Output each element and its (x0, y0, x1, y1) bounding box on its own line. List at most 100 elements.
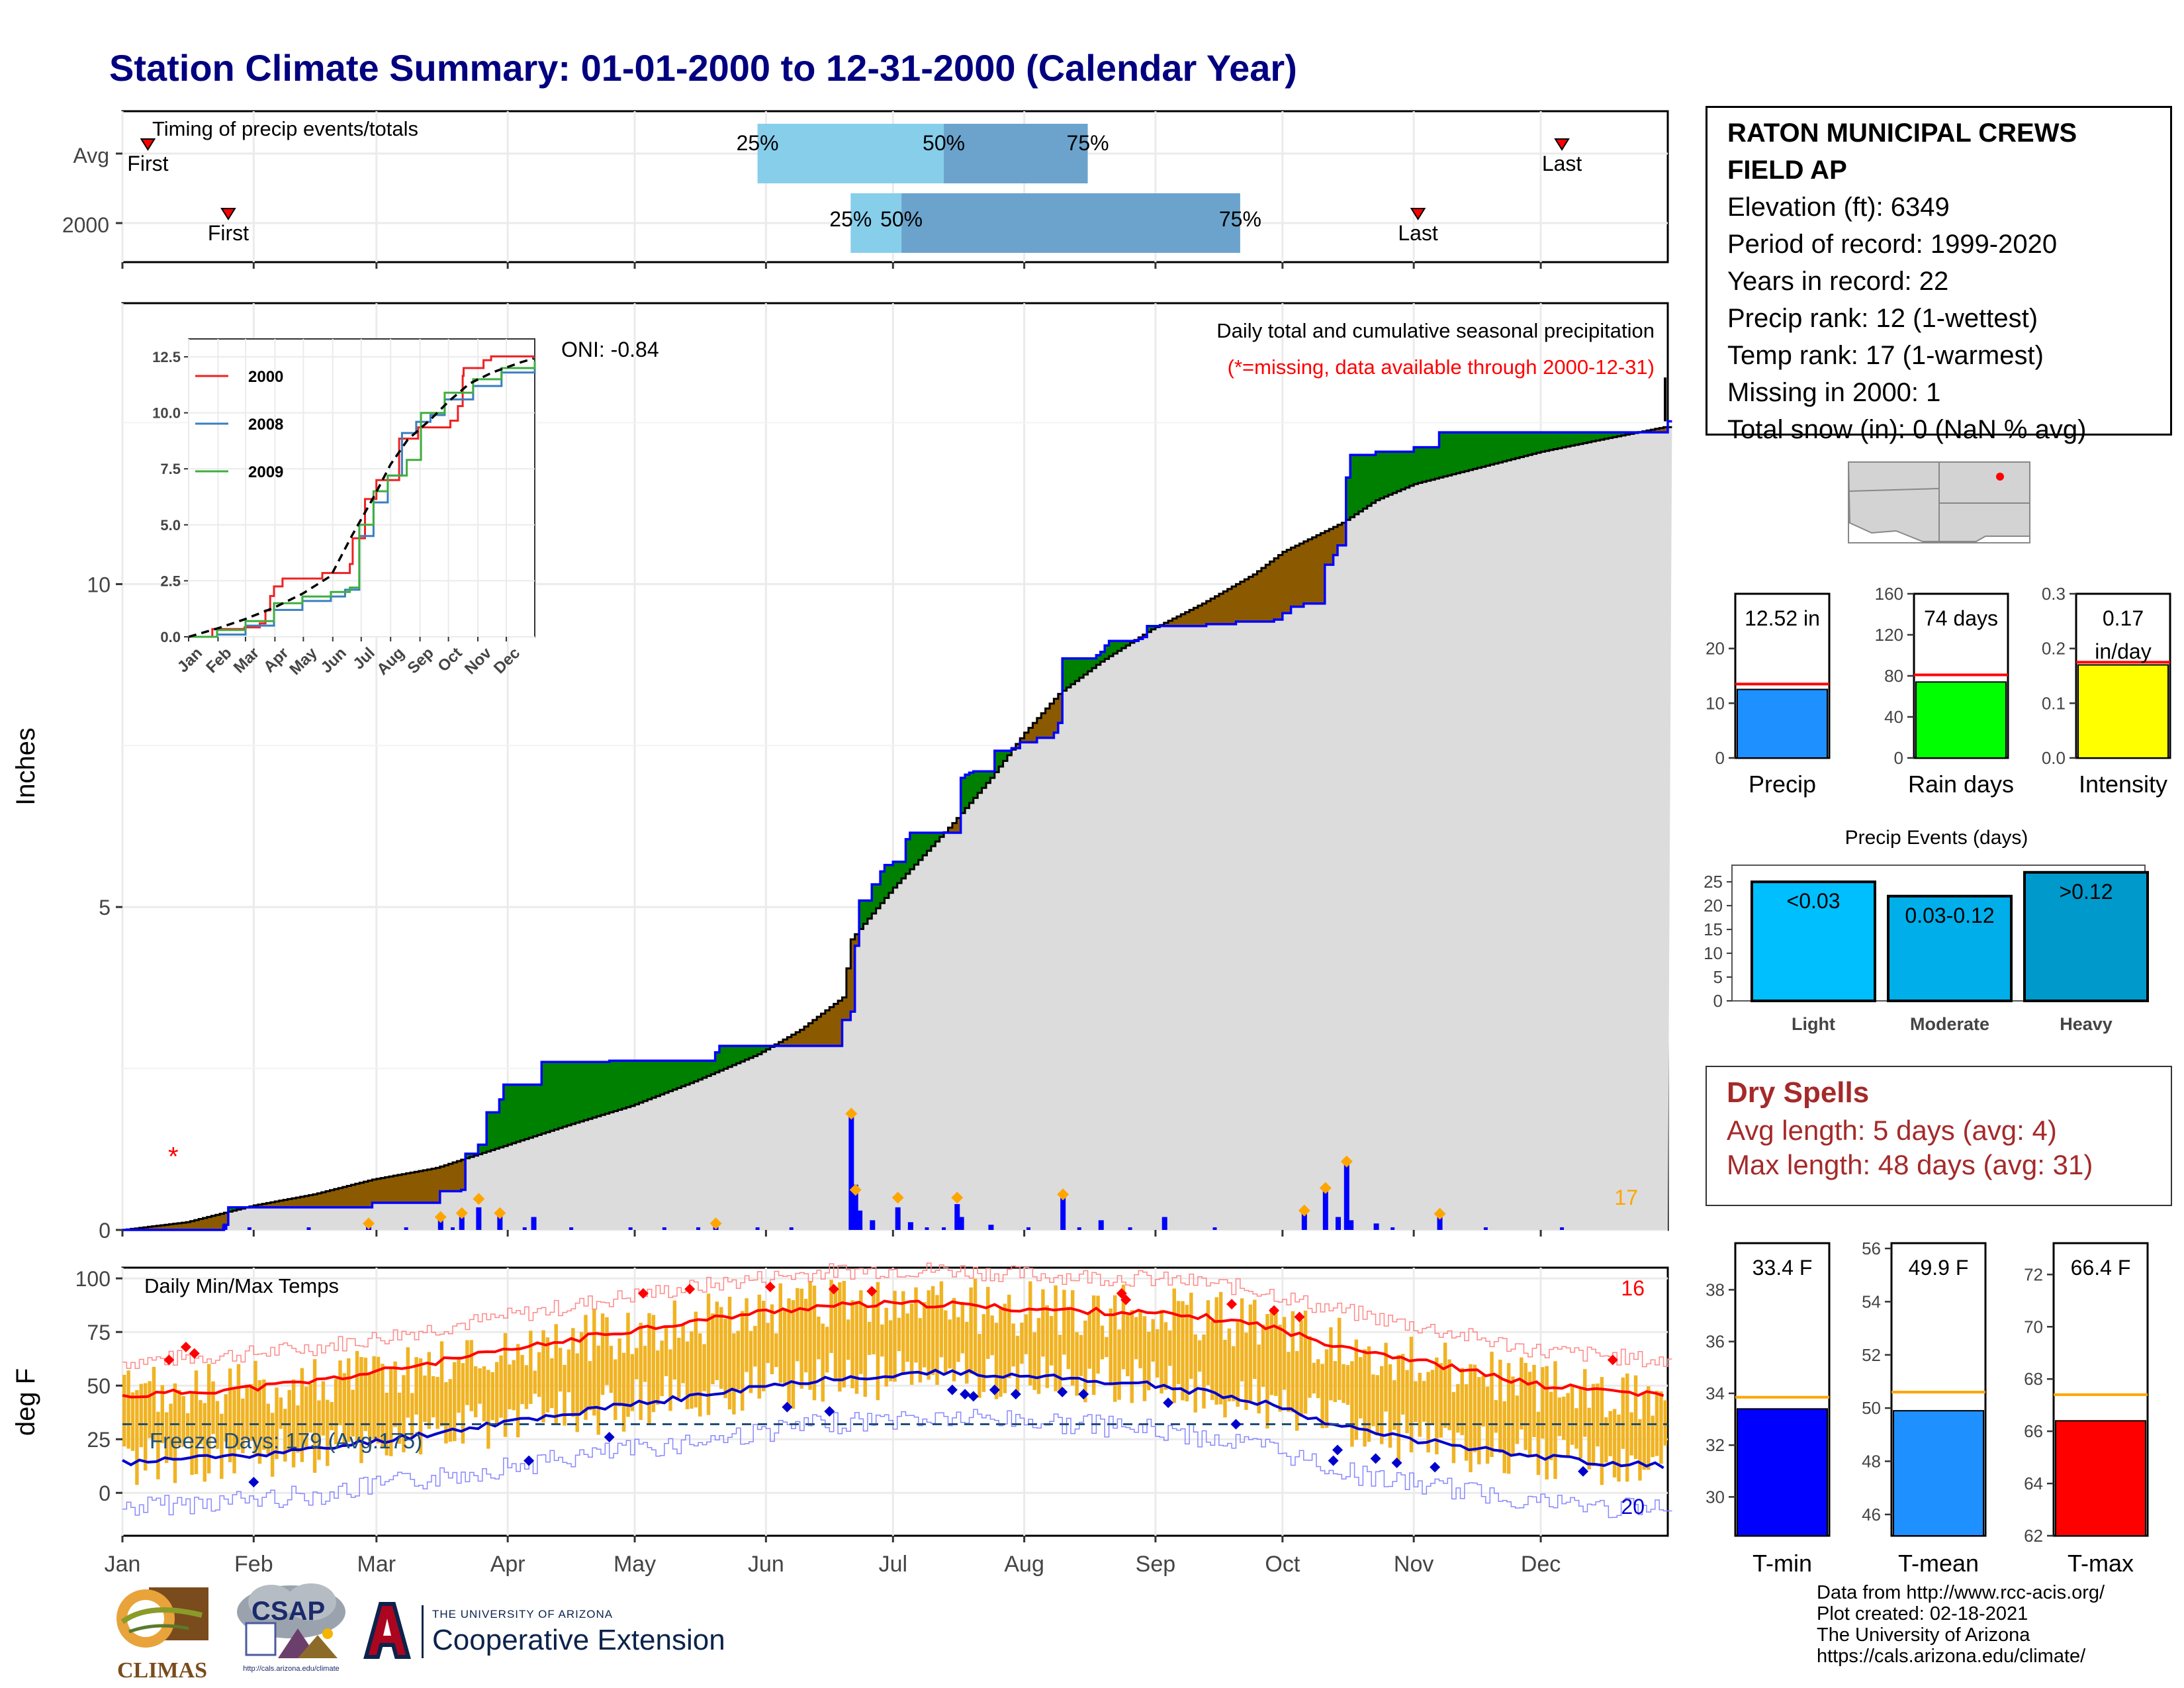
precip-diff-column (741, 1045, 745, 1062)
temps-record-low-marker (960, 1389, 971, 1400)
temps-daily-bar (1405, 1370, 1409, 1434)
precip-diff-column (275, 1201, 280, 1207)
temps-daily-bar (1490, 1351, 1494, 1458)
precip-diff-column (1282, 551, 1287, 614)
temps-daily-bar (359, 1356, 363, 1464)
precip-diff-column (630, 1060, 635, 1106)
temps-daily-bar (596, 1345, 600, 1435)
precip-diff-column (850, 939, 856, 1012)
temps-daily-bar (1282, 1317, 1287, 1390)
temps-daily-bar (1418, 1372, 1422, 1437)
csap-url: http://cals.arizona.edu/climate (243, 1665, 340, 1673)
precip-diff-column (558, 1062, 563, 1129)
temps-daily-bar (1469, 1364, 1473, 1473)
temps-daily-bar (711, 1313, 715, 1385)
precip-diff-column (402, 1174, 407, 1203)
temps-daily-bar (939, 1281, 944, 1358)
precip-diff-column (651, 1060, 657, 1098)
precip-diff-column (863, 900, 868, 924)
precip-diff-column (893, 861, 898, 888)
precip-diff-column (1485, 432, 1490, 466)
temps-daily-bar (1036, 1318, 1041, 1394)
precip-diff-column (905, 839, 911, 874)
mini-bar-tick-label: 160 (1875, 584, 1903, 604)
precip-diff-column (782, 1039, 788, 1046)
temps-daily-bar (486, 1370, 490, 1449)
temps-daily-bar (211, 1381, 215, 1434)
precip-trace-bar (522, 1227, 527, 1230)
precip-diff-column (592, 1062, 598, 1118)
precip-diff-column (1299, 543, 1304, 607)
timing-first-label: First (127, 152, 168, 175)
timing-bar-25-50 (850, 193, 902, 253)
precip-event-bar (1098, 1220, 1104, 1230)
temps-daily-bar (220, 1413, 224, 1479)
precip-diff-column (1655, 428, 1660, 433)
temps-daily-bar (1312, 1362, 1316, 1394)
timing-label-75: 75% (1067, 131, 1109, 155)
precip-diff-column (300, 1196, 305, 1207)
precip-diff-column (757, 1045, 762, 1055)
temps-record-low-marker (523, 1455, 535, 1466)
inset-legend-label: 2000 (248, 368, 283, 386)
precip-diff-column (1367, 455, 1372, 506)
temps-daily-bar (338, 1360, 342, 1426)
precip-diff-column (803, 1026, 809, 1046)
mini-bar-tick-label: 10 (1706, 693, 1725, 713)
temps-daily-bar (1562, 1396, 1566, 1440)
temps-daily-bar (901, 1291, 905, 1375)
precip-diff-column (1232, 586, 1237, 624)
precip-trace-bar (789, 1227, 794, 1230)
station-temp-rank: Temp rank: 17 (1-warmest) (1727, 341, 2044, 370)
temps-daily-bar (1265, 1313, 1269, 1429)
mini-bar-label: 66.4 F (2071, 1256, 2131, 1280)
precip-diff-column (1520, 432, 1525, 457)
precip-diff-column (537, 1084, 542, 1135)
precip-diff-column (1261, 568, 1266, 622)
temps-daily-bar (935, 1295, 939, 1385)
precip-diff-column (791, 1034, 796, 1046)
events-bar-label: 0.03-0.12 (1905, 904, 1994, 927)
precip-diff-column (432, 1168, 436, 1203)
precip-diff-column (554, 1062, 559, 1130)
precip-diff-column (571, 1062, 576, 1124)
precip-diff-column (1109, 641, 1114, 657)
temps-daily-bar (1409, 1336, 1414, 1453)
precip-title: Daily total and cumulative seasonal prec… (1216, 319, 1655, 342)
precip-trace-bar (247, 1227, 251, 1230)
precip-diff-column (427, 1169, 432, 1203)
precip-diff-column (257, 1204, 263, 1207)
precip-diff-column (503, 1084, 508, 1147)
precip-trace-bar (696, 1227, 701, 1230)
precip-diff-column (321, 1192, 326, 1207)
temps-daily-bar (283, 1409, 287, 1462)
precip-diff-column (1596, 432, 1601, 441)
temps-daily-bar (753, 1325, 757, 1367)
temps-record-high-marker (189, 1348, 200, 1359)
temps-daily-bar (194, 1370, 199, 1474)
temps-daily-bar (516, 1344, 520, 1438)
station-snow: Total snow (in): 0 (NaN % avg) (1727, 415, 2087, 444)
temps-daily-bar (545, 1337, 550, 1413)
mini-bar-name: T-min (1752, 1550, 1812, 1577)
mini-bar-tick-label: 0 (1715, 748, 1725, 768)
temps-tick-label: 100 (75, 1267, 111, 1291)
precip-diff-column (884, 865, 889, 898)
temps-daily-bar (1600, 1377, 1604, 1485)
page-title: Station Climate Summary: 01-01-2000 to 1… (109, 47, 1297, 89)
precip-trace-bar (755, 1227, 760, 1230)
temps-daily-bar (1054, 1285, 1058, 1391)
mini-bar-tick-label: 72 (2024, 1264, 2043, 1284)
temps-daily-bar (130, 1392, 135, 1451)
precip-diff-column (681, 1060, 686, 1087)
precip-diff-column (939, 833, 944, 837)
temps-daily-bar (541, 1330, 545, 1423)
precip-diff-column (1079, 658, 1084, 678)
temps-daily-bar (1359, 1357, 1363, 1419)
precip-event-bar (895, 1207, 901, 1230)
temps-daily-bar (677, 1337, 681, 1398)
temps-daily-bar (143, 1383, 148, 1471)
temps-daily-bar (681, 1324, 685, 1383)
temps-daily-bar (1269, 1308, 1274, 1395)
timing-bar-50-75 (901, 193, 1240, 253)
